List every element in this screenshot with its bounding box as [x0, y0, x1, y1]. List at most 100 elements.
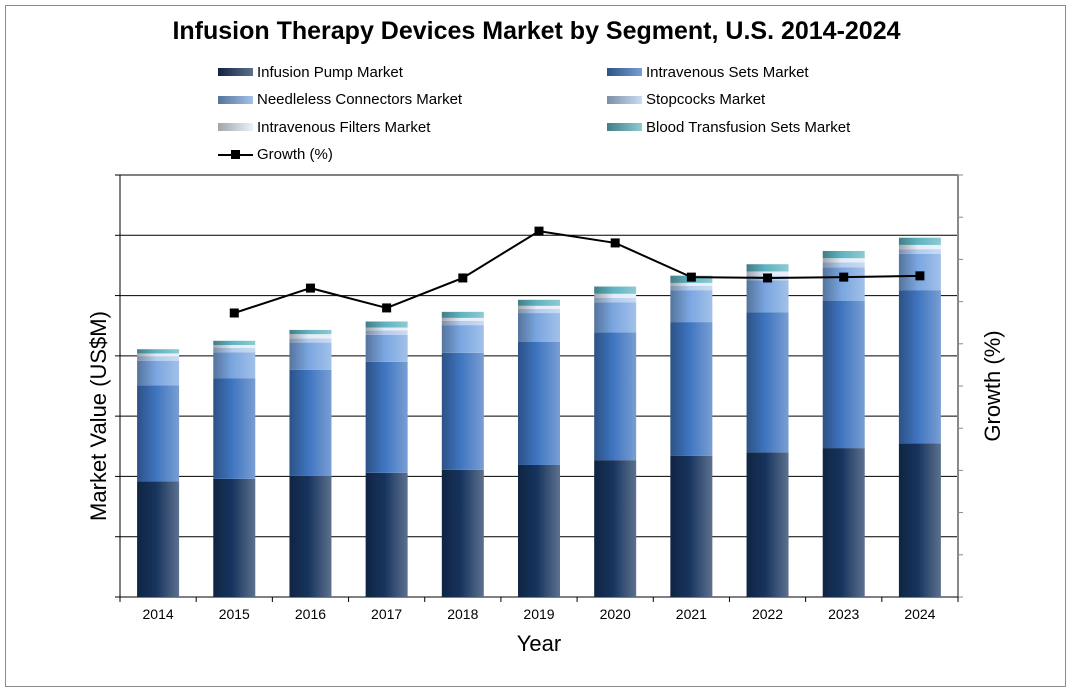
growth-line: [233, 230, 920, 314]
bar-segment: [670, 455, 713, 597]
bar-segment: [365, 327, 408, 331]
bar-segment: [746, 312, 789, 453]
bar-segment: [441, 311, 484, 318]
bar-segment: [898, 443, 941, 597]
bar-segment: [518, 464, 560, 597]
bar-segment: [822, 250, 865, 259]
legend-label: Growth (%): [257, 146, 333, 163]
bar-segment: [213, 478, 256, 597]
bar-segment: [441, 325, 484, 353]
x-tick-label: 2017: [371, 606, 402, 622]
bar-segment: [289, 475, 332, 597]
growth-marker: [534, 226, 544, 236]
x-axis-title: Year: [517, 631, 561, 656]
legend-label: Intravenous Sets Market: [646, 63, 809, 81]
bar-segment: [898, 249, 941, 254]
bar-segment: [822, 300, 865, 449]
bar-segment: [289, 338, 332, 343]
x-tick-label: 2018: [447, 606, 478, 622]
bar-segment: [518, 299, 560, 306]
bar-segment: [137, 360, 180, 386]
bar-segment: [594, 297, 637, 303]
growth-marker: [305, 283, 315, 293]
bar-segment: [213, 378, 256, 479]
legend-item: Infusion Pump Market: [218, 63, 403, 81]
bar-segment: [518, 308, 560, 314]
bar-segment: [518, 341, 560, 465]
bar-segment: [822, 258, 865, 263]
growth-marker: [458, 273, 468, 283]
legend-swatch: [607, 68, 642, 76]
chart-border: [5, 5, 1066, 687]
legend-item: Blood Transfusion Sets Market: [607, 118, 850, 136]
y-axis-title: Market Value (US$M): [86, 311, 111, 521]
bar-segment: [670, 282, 713, 286]
bar-segment: [213, 345, 256, 349]
bar-segment: [441, 469, 484, 597]
growth-marker: [610, 238, 620, 248]
bar-segment: [594, 460, 637, 597]
bar-segment: [137, 481, 180, 597]
bar-segment: [289, 329, 332, 335]
legend-item: Stopcocks Market: [607, 91, 765, 109]
bar-segment: [822, 267, 865, 301]
legend-label: Stopcocks Market: [646, 91, 766, 108]
bar-segment: [594, 332, 637, 461]
bar-segment: [898, 244, 941, 250]
legend-swatch: [607, 95, 642, 104]
bar-segment: [441, 352, 484, 470]
legend-item: Intravenous Sets Market: [607, 63, 809, 81]
bar-segment: [213, 340, 256, 346]
x-tick-label: 2023: [828, 606, 859, 622]
bar-segment: [213, 352, 256, 379]
x-tick-label: 2021: [676, 606, 707, 622]
bar-segment: [670, 290, 713, 323]
legend-label: Blood Transfusion Sets Market: [646, 118, 851, 136]
bar-segment: [898, 237, 941, 245]
legend-swatch: [218, 123, 253, 131]
bar-segment: [670, 322, 713, 456]
chart-title: Infusion Therapy Devices Market by Segme…: [172, 17, 901, 45]
bar-segment: [289, 342, 332, 370]
bar-segment: [213, 348, 256, 353]
growth-marker: [839, 272, 849, 282]
bar-segment: [898, 290, 941, 444]
growth-marker: [229, 308, 239, 318]
x-tick-label: 2022: [752, 606, 783, 622]
bar-segment: [365, 330, 408, 335]
x-tick-label: 2014: [143, 606, 174, 622]
legend-label: Infusion Pump Market: [257, 63, 403, 81]
bar-segment: [746, 264, 789, 272]
x-tick-label: 2016: [295, 606, 326, 622]
legend-swatch: [607, 123, 642, 131]
x-tick-label: 2020: [600, 606, 631, 622]
legend-label: Needleless Connectors Market: [257, 91, 463, 108]
bar-segment: [137, 356, 180, 361]
bar-segment: [365, 334, 408, 362]
bar-segment: [441, 317, 484, 321]
x-tick-label: 2015: [219, 606, 250, 622]
bar-segment: [289, 369, 332, 476]
bar-segment: [594, 286, 637, 294]
bar-segment: [518, 305, 560, 309]
bar-segment: [137, 353, 180, 357]
legend-swatch: [218, 95, 253, 104]
y2-axis-title: Growth (%): [980, 330, 1005, 441]
bar-segment: [746, 452, 789, 597]
legend-item: Growth (%): [218, 146, 333, 164]
legend-item: Needleless Connectors Market: [218, 91, 462, 109]
x-tick-label: 2019: [523, 606, 554, 622]
bar-segment: [289, 334, 332, 339]
bar-segment: [365, 361, 408, 473]
bar-segment: [518, 313, 560, 342]
growth-marker: [382, 303, 392, 313]
bar-segment: [365, 321, 408, 328]
bar-segment: [746, 280, 789, 313]
bar-segment: [441, 320, 484, 326]
bar-segment: [137, 349, 180, 354]
bar-segment: [822, 448, 865, 597]
legend-swatch: [218, 68, 253, 76]
growth-marker: [915, 271, 925, 281]
